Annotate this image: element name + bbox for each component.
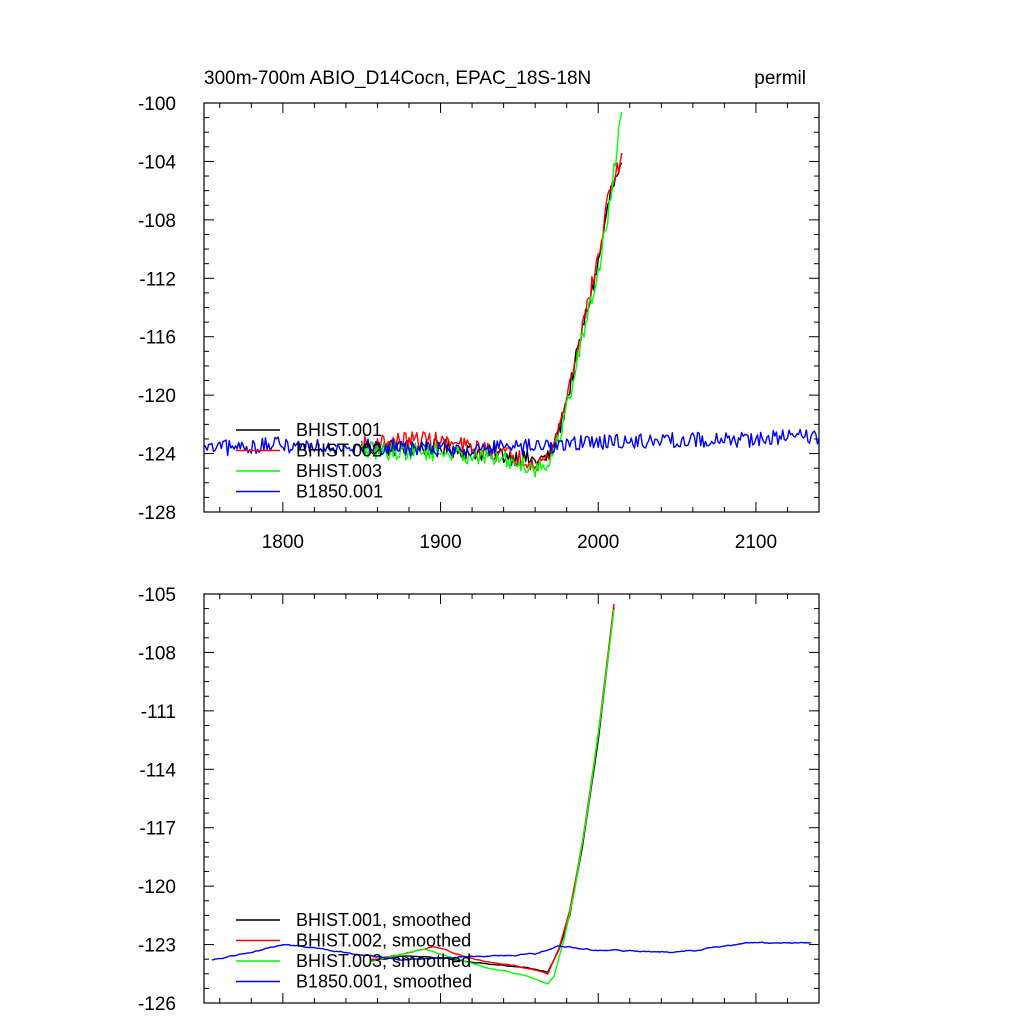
x-tick-label: 1800 bbox=[262, 532, 304, 553]
y-tick-label: -123 bbox=[138, 936, 176, 957]
x-tick-label: 1900 bbox=[419, 532, 461, 553]
x-tick-label: 2000 bbox=[577, 532, 619, 553]
y-tick-label: -124 bbox=[138, 445, 176, 466]
bottom-panel-ticks: -105 -108 -111 -114 -117 -120 -123 -126 bbox=[138, 585, 820, 1015]
top-panel: 300m-700m ABIO_D14Cocn, EPAC_18S-18N per… bbox=[138, 68, 820, 553]
y-tick-label: -105 bbox=[138, 585, 176, 606]
series-line-bhist-003 bbox=[361, 112, 623, 478]
y-tick-label: -117 bbox=[139, 819, 176, 840]
series-line-b1850-001 bbox=[203, 428, 820, 458]
top-panel-units: permil bbox=[754, 68, 806, 89]
y-tick-label: -104 bbox=[138, 152, 176, 173]
y-tick-label: -108 bbox=[138, 643, 176, 664]
y-tick-label: -114 bbox=[139, 760, 176, 781]
y-tick-label: -120 bbox=[138, 386, 176, 407]
legend-label: BHIST.003 bbox=[296, 461, 382, 481]
series-line-bhist-003-smoothed bbox=[369, 609, 615, 985]
bottom-panel-series bbox=[211, 603, 812, 985]
y-tick-label: -111 bbox=[141, 702, 176, 723]
y-tick-label: -116 bbox=[139, 328, 176, 349]
legend-label: BHIST.003, smoothed bbox=[296, 951, 471, 971]
bottom-panel: -105 -108 -111 -114 -117 -120 -123 -126 BHIST.0… bbox=[138, 585, 820, 1015]
legend-label: BHIST.001, smoothed bbox=[296, 910, 471, 930]
series-line-bhist-001 bbox=[361, 162, 623, 467]
top-panel-series bbox=[203, 112, 820, 478]
y-tick-label: -100 bbox=[138, 94, 176, 115]
x-tick-label: 2100 bbox=[735, 532, 777, 553]
legend-label: BHIST.002 bbox=[296, 441, 382, 461]
series-line-b1850-001-smoothed bbox=[211, 941, 812, 961]
series-line-bhist-002 bbox=[360, 152, 623, 472]
y-tick-label: -112 bbox=[139, 269, 176, 290]
y-tick-label: -120 bbox=[138, 877, 176, 898]
top-panel-ticks: 1800 1900 2000 2100 -100 -104 -108 -112 -116 -120… bbox=[138, 94, 820, 553]
y-tick-label: -126 bbox=[138, 994, 176, 1015]
y-tick-label: -128 bbox=[138, 503, 176, 524]
y-tick-label: -108 bbox=[138, 211, 176, 232]
top-panel-title: 300m-700m ABIO_D14Cocn, EPAC_18S-18N bbox=[204, 68, 591, 89]
legend-label: B1850.001 bbox=[296, 482, 383, 502]
legend-label: B1850.001, smoothed bbox=[296, 972, 472, 992]
legend-label: BHIST.002, smoothed bbox=[296, 931, 471, 951]
legend-label: BHIST.001 bbox=[296, 420, 382, 440]
